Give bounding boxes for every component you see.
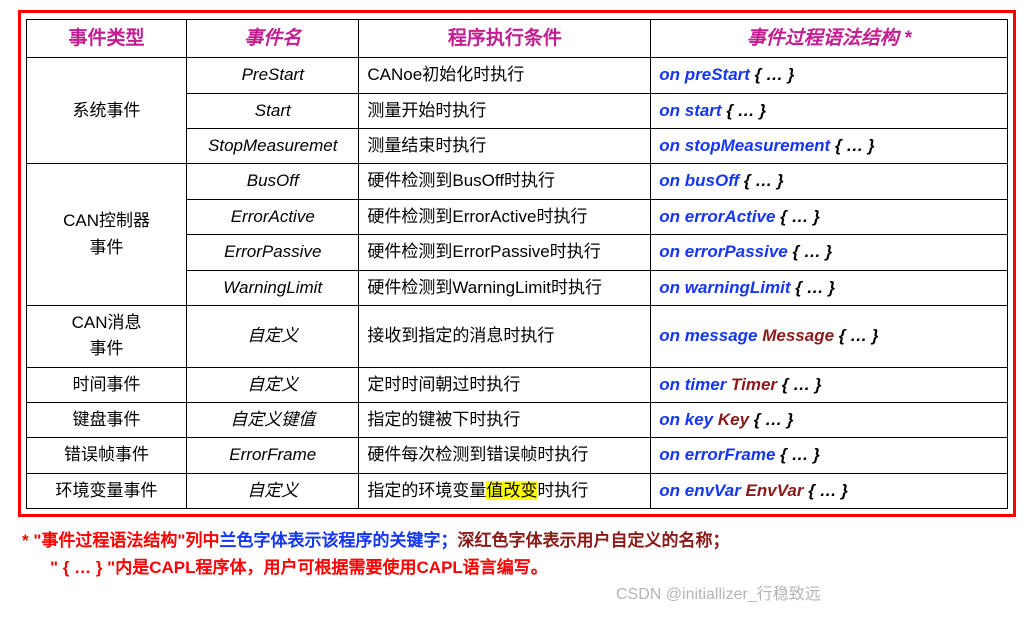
cell-event-name: PreStart [187, 58, 359, 93]
watermark: CSDN @initiallizer_行稳致远 [616, 580, 821, 604]
footnote-darkred: 深红色字体表示用户自定义的名称； [457, 531, 729, 550]
cell-event-name: StopMeasuremet [187, 129, 359, 164]
footnote-line2: " { … } "内是CAPL程序体，用户可根据需要使用CAPL语言编写。 [50, 558, 548, 577]
cell-event-type: 环境变量事件 [27, 473, 187, 508]
cell-syntax: on busOff { … } [651, 164, 1008, 199]
cell-condition: 测量开始时执行 [359, 93, 651, 128]
cell-condition: 硬件每次检测到错误帧时执行 [359, 438, 651, 473]
cell-event-type: CAN控制器事件 [27, 164, 187, 305]
cell-condition: CANoe初始化时执行 [359, 58, 651, 93]
cell-condition: 硬件检测到ErrorPassive时执行 [359, 235, 651, 270]
cell-event-name: 自定义 [187, 473, 359, 508]
cell-condition: 接收到指定的消息时执行 [359, 305, 651, 367]
footnote: * "事件过程语法结构"列中兰色字体表示该程序的关键字；深红色字体表示用户自定义… [18, 517, 1016, 581]
footnote-blue: 兰色字体表示该程序的关键字； [219, 531, 457, 550]
cell-event-type: 键盘事件 [27, 402, 187, 437]
cell-event-name: ErrorFrame [187, 438, 359, 473]
col-header: 事件名 [187, 20, 359, 58]
cell-event-name: BusOff [187, 164, 359, 199]
cell-syntax: on stopMeasurement { … } [651, 129, 1008, 164]
cell-condition: 测量结束时执行 [359, 129, 651, 164]
cell-syntax: on envVar EnvVar { … } [651, 473, 1008, 508]
table-row: CAN消息事件自定义接收到指定的消息时执行on message Message … [27, 305, 1008, 367]
cell-syntax: on errorActive { … } [651, 199, 1008, 234]
col-header: 事件类型 [27, 20, 187, 58]
cell-condition: 指定的键被下时执行 [359, 402, 651, 437]
table-header-row: 事件类型事件名程序执行条件事件过程语法结构 * [27, 20, 1008, 58]
col-header: 程序执行条件 [359, 20, 651, 58]
table-row: 系统事件PreStartCANoe初始化时执行on preStart { … } [27, 58, 1008, 93]
cell-condition: 定时时间朝过时执行 [359, 367, 651, 402]
cell-syntax: on warningLimit { … } [651, 270, 1008, 305]
cell-event-type: 错误帧事件 [27, 438, 187, 473]
cell-condition: 硬件检测到WarningLimit时执行 [359, 270, 651, 305]
cell-syntax: on message Message { … } [651, 305, 1008, 367]
cell-syntax: on start { … } [651, 93, 1008, 128]
table-row: 键盘事件自定义键值指定的键被下时执行on key Key { … } [27, 402, 1008, 437]
cell-condition: 硬件检测到BusOff时执行 [359, 164, 651, 199]
cell-syntax: on preStart { … } [651, 58, 1008, 93]
cell-event-type: CAN消息事件 [27, 305, 187, 367]
cell-syntax: on errorFrame { … } [651, 438, 1008, 473]
cell-event-name: 自定义键值 [187, 402, 359, 437]
cell-condition: 指定的环境变量值改变时执行 [359, 473, 651, 508]
cell-event-type: 系统事件 [27, 58, 187, 164]
cell-event-name: ErrorActive [187, 199, 359, 234]
table-row: 时间事件自定义定时时间朝过时执行on timer Timer { … } [27, 367, 1008, 402]
event-table: 事件类型事件名程序执行条件事件过程语法结构 * 系统事件PreStartCANo… [26, 19, 1008, 509]
col-header: 事件过程语法结构 * [651, 20, 1008, 58]
cell-syntax: on key Key { … } [651, 402, 1008, 437]
cell-syntax: on timer Timer { … } [651, 367, 1008, 402]
footnote-prefix: * "事件过程语法结构"列中 [22, 531, 219, 550]
cell-syntax: on errorPassive { … } [651, 235, 1008, 270]
table-row: 错误帧事件ErrorFrame硬件每次检测到错误帧时执行on errorFram… [27, 438, 1008, 473]
cell-event-name: WarningLimit [187, 270, 359, 305]
cell-condition: 硬件检测到ErrorActive时执行 [359, 199, 651, 234]
table-frame: 事件类型事件名程序执行条件事件过程语法结构 * 系统事件PreStartCANo… [18, 10, 1016, 517]
cell-event-name: Start [187, 93, 359, 128]
table-row: 环境变量事件自定义指定的环境变量值改变时执行on envVar EnvVar {… [27, 473, 1008, 508]
cell-event-name: ErrorPassive [187, 235, 359, 270]
table-body: 系统事件PreStartCANoe初始化时执行on preStart { … }… [27, 58, 1008, 508]
cell-event-name: 自定义 [187, 305, 359, 367]
table-row: CAN控制器事件BusOff硬件检测到BusOff时执行on busOff { … [27, 164, 1008, 199]
cell-event-type: 时间事件 [27, 367, 187, 402]
cell-event-name: 自定义 [187, 367, 359, 402]
